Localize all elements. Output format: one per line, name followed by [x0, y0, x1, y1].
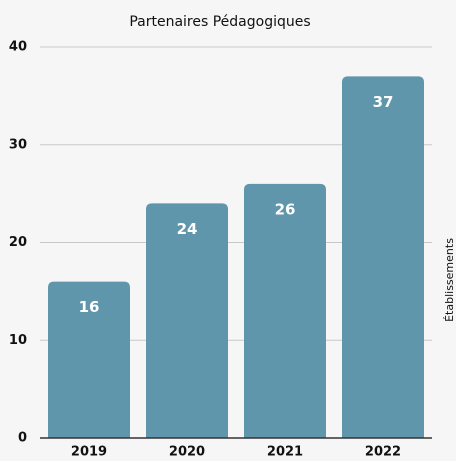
- y-tick-label: 20: [9, 235, 27, 250]
- y-tick-label: 40: [9, 40, 27, 55]
- value-label: 26: [275, 200, 296, 218]
- value-label: 24: [177, 220, 198, 238]
- x-tick-label: 2020: [169, 445, 205, 460]
- bar: [244, 183, 326, 438]
- value-label: 16: [79, 298, 100, 316]
- x-tick-label: 2019: [71, 445, 107, 460]
- y-tick-label: 0: [18, 431, 27, 446]
- x-tick-label: 2022: [365, 445, 401, 460]
- y-tick-label: 30: [9, 137, 27, 152]
- x-tick-label: 2021: [267, 445, 303, 460]
- value-label: 37: [373, 93, 394, 111]
- y-tick-label: 10: [9, 333, 27, 348]
- chart-title: Partenaires Pédagogiques: [129, 14, 310, 30]
- bar: [48, 281, 130, 438]
- bar: [146, 203, 228, 438]
- bar: [342, 76, 424, 438]
- y-axis-label: Établissements: [443, 238, 456, 322]
